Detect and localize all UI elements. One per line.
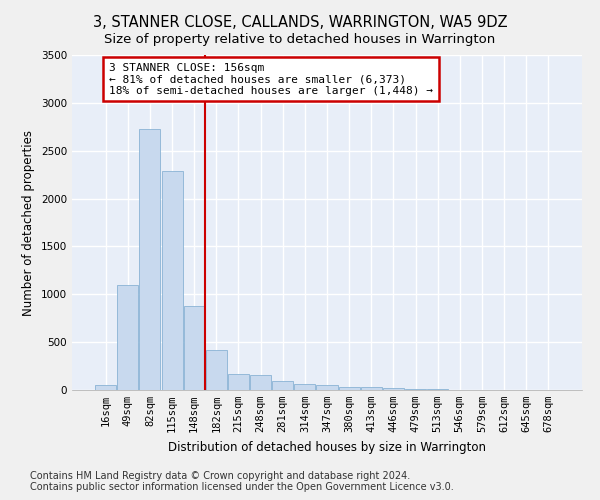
Bar (316, 385, 338, 390)
Bar (427, 389, 448, 390)
Bar (405, 389, 426, 390)
Bar (295, 384, 316, 390)
Text: Size of property relative to detached houses in Warrington: Size of property relative to detached ho… (104, 32, 496, 46)
Bar (161, 171, 182, 390)
Text: Contains HM Land Registry data © Crown copyright and database right 2024.
Contai: Contains HM Land Registry data © Crown c… (30, 471, 454, 492)
Bar (95, 385, 116, 390)
Bar (206, 350, 227, 390)
Y-axis label: Number of detached properties: Number of detached properties (22, 130, 35, 316)
Text: 3, STANNER CLOSE, CALLANDS, WARRINGTON, WA5 9DZ: 3, STANNER CLOSE, CALLANDS, WARRINGTON, … (92, 15, 508, 30)
X-axis label: Distribution of detached houses by size in Warrington: Distribution of detached houses by size … (168, 440, 486, 454)
Bar (361, 387, 382, 390)
Bar (139, 128, 160, 390)
Bar (383, 388, 404, 390)
Bar (272, 382, 293, 390)
Bar (118, 284, 139, 390)
Text: 3 STANNER CLOSE: 156sqm
← 81% of detached houses are smaller (6,373)
18% of semi: 3 STANNER CLOSE: 156sqm ← 81% of detache… (109, 62, 433, 96)
Bar (228, 374, 249, 390)
Bar (250, 375, 271, 390)
Bar (338, 386, 359, 390)
Bar (184, 306, 205, 390)
